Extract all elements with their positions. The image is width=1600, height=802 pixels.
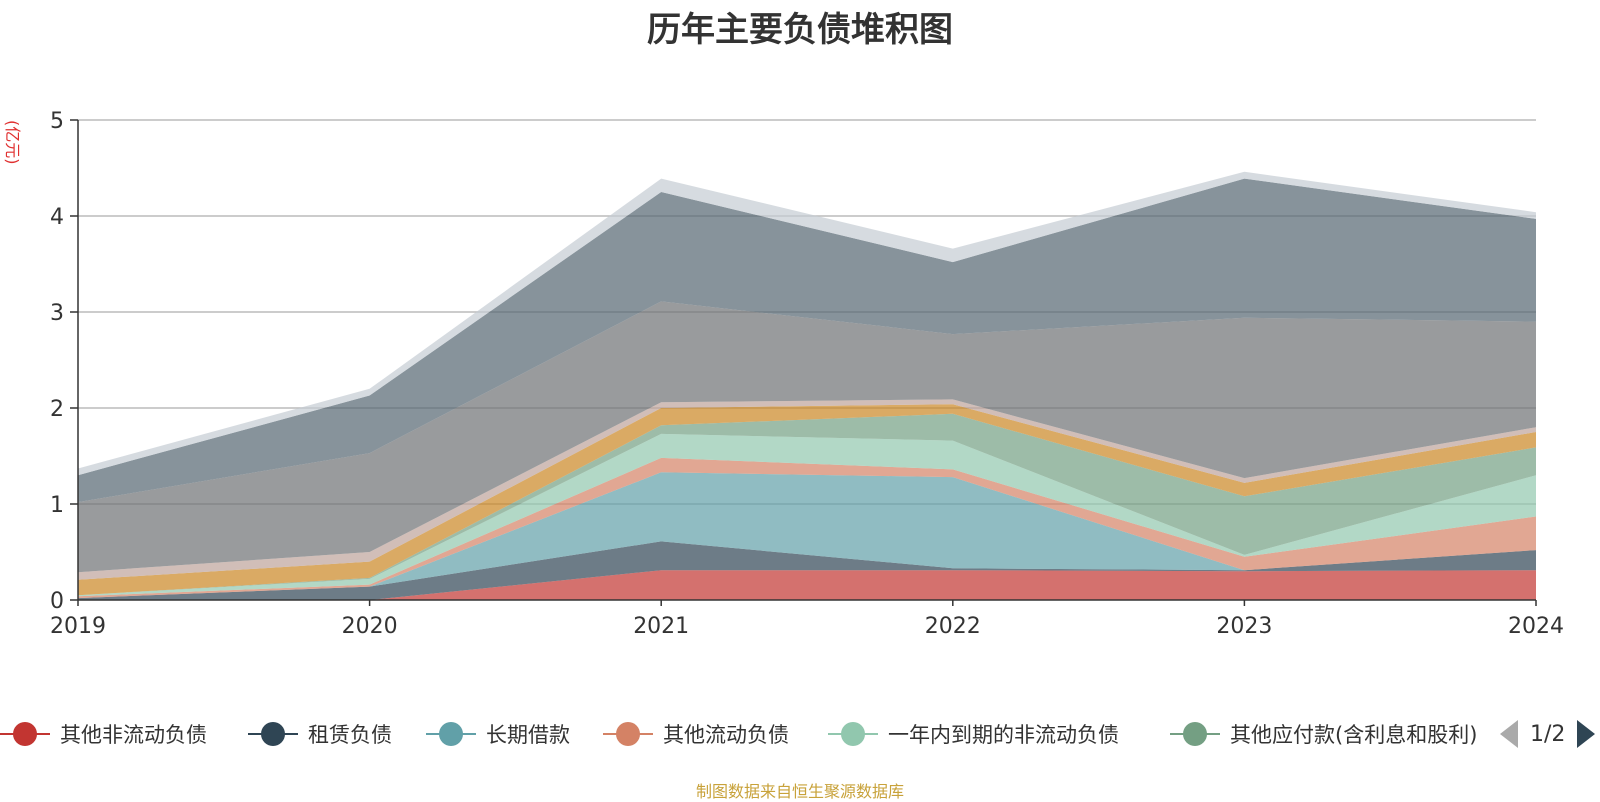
legend-item[interactable]: 租赁负债 bbox=[248, 718, 392, 750]
legend-label: 一年内到期的非流动负债 bbox=[888, 723, 1119, 747]
legend-page-indicator: 1/2 bbox=[1530, 721, 1566, 747]
legend-item[interactable]: 其他非流动负债 bbox=[0, 718, 207, 750]
stacked-area-chart: 0 1 2 3 4 5 2019 2020 2021 2022 2023 2024 bbox=[50, 109, 1564, 639]
area-series-应付账款[interactable] bbox=[78, 178, 1536, 503]
legend-marker-icon bbox=[0, 722, 50, 746]
area-series-应交税费[interactable] bbox=[78, 404, 1536, 596]
x-tick-label: 2024 bbox=[1508, 614, 1564, 639]
legend-marker-icon bbox=[828, 722, 878, 746]
legend-item[interactable]: 其他应付款(含利息和股利) bbox=[1170, 718, 1486, 750]
y-tick-label: 3 bbox=[50, 301, 64, 326]
legend-prev-page-icon[interactable] bbox=[1500, 720, 1518, 748]
legend-label: 租赁负债 bbox=[308, 723, 392, 747]
x-tick-label: 2022 bbox=[925, 614, 981, 639]
y-tick-label: 4 bbox=[50, 205, 64, 230]
area-series-合同负债[interactable] bbox=[78, 301, 1536, 573]
legend-item[interactable]: 其他流动负债 bbox=[603, 718, 789, 750]
area-series-其他非流动负债[interactable] bbox=[78, 570, 1536, 600]
source-note: 制图数据来自恒生聚源数据库 bbox=[695, 782, 904, 801]
legend-marker-icon bbox=[248, 722, 298, 746]
x-tick-label: 2021 bbox=[633, 614, 689, 639]
legend-label: 其他应付款(含利息和股利) bbox=[1230, 723, 1478, 747]
legend-marker-icon bbox=[1170, 722, 1220, 746]
legend-marker-icon bbox=[603, 722, 653, 746]
x-tick-label: 2020 bbox=[342, 614, 398, 639]
legend-label: 其他流动负债 bbox=[663, 723, 789, 747]
axes: 0 1 2 3 4 5 2019 2020 2021 2022 2023 2024 bbox=[50, 109, 1564, 639]
area-series-租赁负债[interactable] bbox=[78, 541, 1536, 600]
x-tick-label: 2019 bbox=[50, 614, 106, 639]
area-series-layer bbox=[78, 171, 1536, 600]
legend-item[interactable]: 一年内到期的非流动负债 bbox=[828, 718, 1119, 750]
legend-label: 其他非流动负债 bbox=[60, 723, 207, 747]
legend-label: 长期借款 bbox=[486, 723, 570, 747]
x-tick-label: 2023 bbox=[1216, 614, 1272, 639]
area-series-长期借款[interactable] bbox=[78, 472, 1536, 599]
y-tick-label: 5 bbox=[50, 109, 64, 134]
legend: 其他非流动负债 租赁负债 长期借款 其他流动负债 一年内到期的非流动负债 其他应付款(含利… bbox=[0, 718, 1600, 750]
y-tick-label: 0 bbox=[50, 589, 64, 614]
legend-next-page-icon[interactable] bbox=[1577, 720, 1596, 748]
y-tick-label: 1 bbox=[50, 493, 64, 518]
area-series-其他应付款(含利息和股利)[interactable] bbox=[78, 413, 1536, 596]
legend-pager: 1/2 bbox=[1500, 718, 1596, 750]
chart-title: 历年主要负债堆积图 bbox=[647, 10, 953, 50]
legend-marker-icon bbox=[426, 722, 476, 746]
y-tick-label: 2 bbox=[50, 397, 64, 422]
legend-item[interactable]: 长期借款 bbox=[426, 718, 570, 750]
